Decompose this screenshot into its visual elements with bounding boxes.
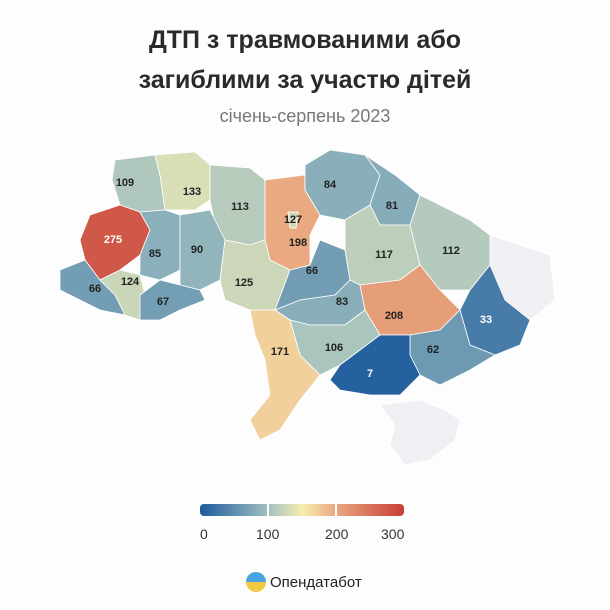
scale-tick: 100 <box>256 526 280 542</box>
region-kyiv-city <box>287 211 299 229</box>
region-kherson <box>329 334 421 396</box>
region-crimea <box>379 399 461 466</box>
region-value: 67 <box>157 296 169 308</box>
color-scale-bar <box>200 504 404 516</box>
region-value: 125 <box>235 277 253 289</box>
region-value: 62 <box>427 344 439 356</box>
region-chernivtsi <box>139 279 206 321</box>
region-ternopil <box>139 209 181 281</box>
region-value: 112 <box>442 245 460 257</box>
title-line-1: ДТП з травмованими або <box>148 26 462 54</box>
opendatabot-logo-icon <box>246 572 266 592</box>
region-value: 90 <box>191 244 203 256</box>
region-value: 117 <box>375 249 393 261</box>
region-value: 85 <box>149 248 161 260</box>
region-value: 109 <box>116 177 134 189</box>
region-value: 275 <box>104 234 122 246</box>
region-value: 33 <box>480 314 492 326</box>
region-value: 113 <box>231 201 249 213</box>
region-odesa <box>249 309 321 441</box>
region-value: 171 <box>271 346 289 358</box>
region-value: 83 <box>336 296 348 308</box>
subtitle: січень-серпень 2023 <box>219 106 391 126</box>
region-value: 198 <box>289 237 307 249</box>
title-line-2: загиблими за участю дітей <box>138 66 472 94</box>
region-rivne <box>154 151 211 211</box>
region-khmelnytskyi <box>179 209 226 291</box>
region-value: 66 <box>89 283 101 295</box>
region-value: 127 <box>284 214 302 226</box>
region-value: 66 <box>306 265 318 277</box>
brand-name: Опендатабот <box>270 573 362 591</box>
region-value: 124 <box>121 276 140 288</box>
scale-tick: 300 <box>381 526 405 542</box>
region-value: 106 <box>325 342 343 354</box>
scale-tick: 200 <box>325 526 349 542</box>
region-value: 81 <box>386 200 398 212</box>
scale-tick: 0 <box>200 526 208 542</box>
region-lviv <box>79 204 151 281</box>
brand-logo: Опендатабот <box>246 572 362 592</box>
region-value: 133 <box>183 186 201 198</box>
region-value: 84 <box>324 179 337 191</box>
region-value: 7 <box>367 368 373 380</box>
region-value: 208 <box>385 310 403 322</box>
